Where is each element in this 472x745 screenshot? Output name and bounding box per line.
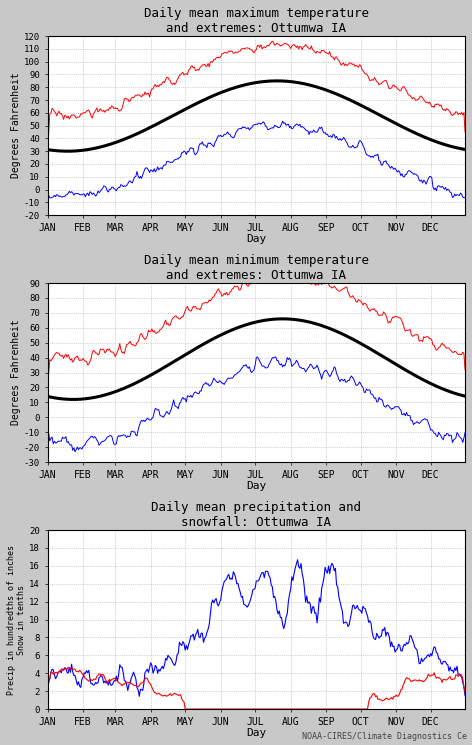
X-axis label: Day: Day — [246, 481, 266, 491]
X-axis label: Day: Day — [246, 234, 266, 244]
Y-axis label: Degrees Fahrenheit: Degrees Fahrenheit — [11, 73, 21, 179]
Title: Daily mean precipitation and
snowfall: Ottumwa IA: Daily mean precipitation and snowfall: O… — [152, 501, 361, 529]
Title: Daily mean maximum temperature
and extremes: Ottumwa IA: Daily mean maximum temperature and extre… — [144, 7, 369, 35]
Y-axis label: Degrees Fahrenheit: Degrees Fahrenheit — [11, 320, 21, 425]
Y-axis label: Precip in hundredths of inches
Snow in tenths: Precip in hundredths of inches Snow in t… — [7, 545, 26, 694]
X-axis label: Day: Day — [246, 728, 266, 738]
Text: NOAA-CIRES/Climate Diagnostics Ce: NOAA-CIRES/Climate Diagnostics Ce — [302, 732, 467, 741]
Title: Daily mean minimum temperature
and extremes: Ottumwa IA: Daily mean minimum temperature and extre… — [144, 254, 369, 282]
